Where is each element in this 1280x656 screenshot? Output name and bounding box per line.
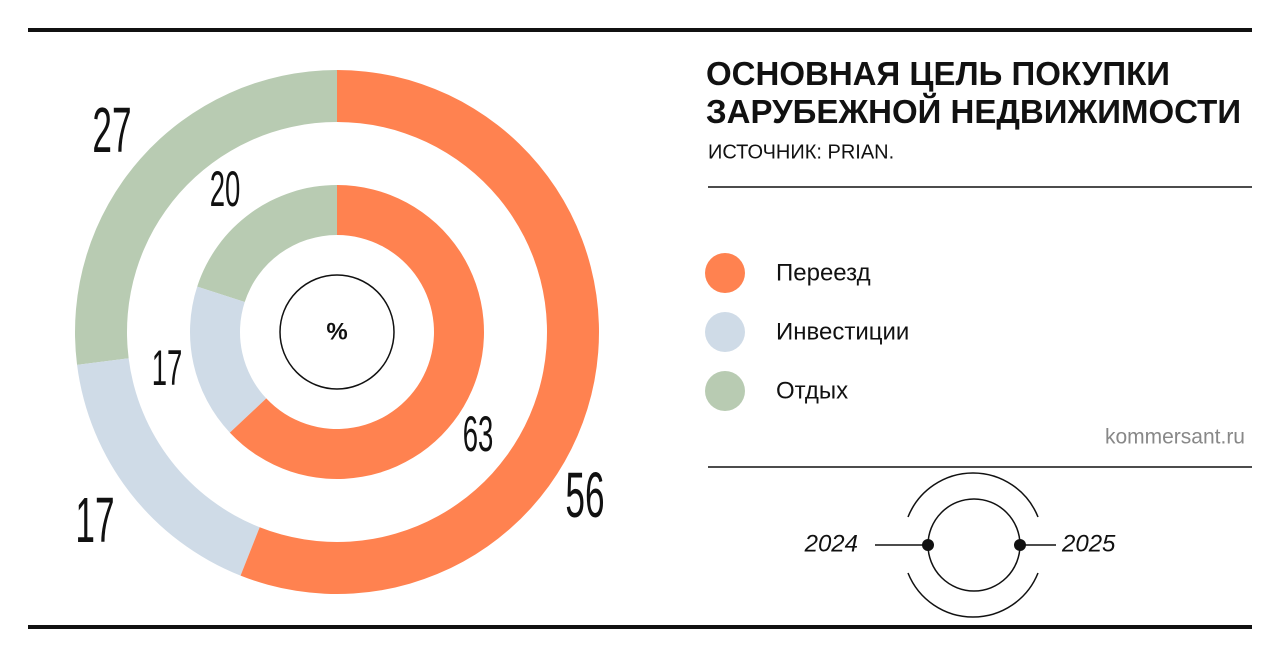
key-outer-ring: [907, 572, 1039, 618]
center-label: %: [326, 318, 347, 345]
legend-label: Инвестиции: [776, 318, 909, 345]
data-label: 27: [92, 94, 131, 166]
key-label: 2025: [1061, 530, 1116, 557]
donut-segment: [197, 185, 337, 303]
donut-segment: [240, 70, 599, 594]
data-label: 56: [565, 459, 604, 531]
key-dot: [1014, 539, 1026, 551]
key-dot: [922, 539, 934, 551]
key-outer-ring: [907, 472, 1039, 518]
legend-swatch: [705, 312, 745, 352]
data-label: 17: [152, 339, 183, 396]
data-label: 20: [210, 160, 241, 217]
legend-label: Переезд: [776, 259, 871, 286]
donut-segment: [77, 358, 260, 576]
legend-swatch: [705, 371, 745, 411]
chart-title: ОСНОВНАЯ ЦЕЛЬ ПОКУПКИ ЗАРУБЕЖНОЙ НЕДВИЖИ…: [706, 55, 1242, 130]
donut-segment: [74, 70, 337, 365]
legend-label: Отдых: [776, 377, 848, 404]
key-inner-ring: [927, 498, 1021, 592]
center-circle: [279, 274, 395, 390]
donut-segment: [190, 286, 267, 433]
subtitle: ИСТОЧНИК: PRIAN.: [708, 141, 894, 163]
key-label: 2024: [804, 530, 858, 557]
donut-segment: [229, 185, 484, 479]
data-label: 17: [75, 484, 114, 556]
legend-swatch: [705, 253, 745, 293]
data-label: 63: [463, 405, 494, 462]
source: kommersant.ru: [1105, 426, 1245, 449]
